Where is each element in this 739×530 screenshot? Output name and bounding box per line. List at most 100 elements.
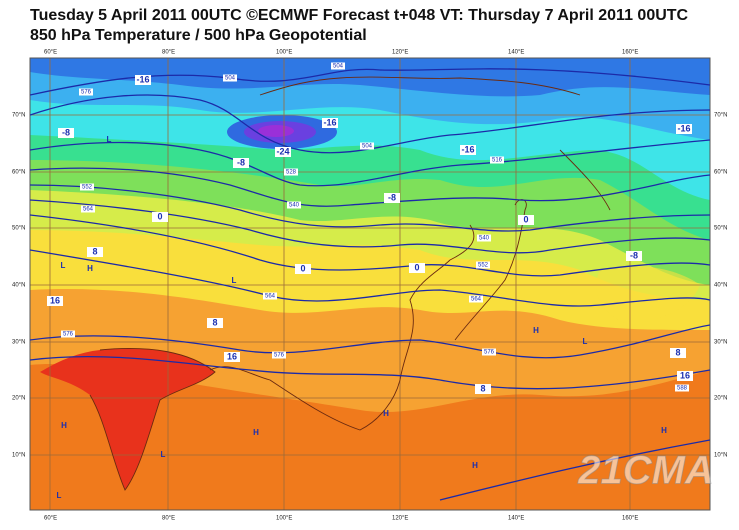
geopotential-label-box [272,351,286,359]
title-line-1: Tuesday 5 April 2011 00UTC ©ECMWF Foreca… [30,7,689,24]
temperature-label-box [518,215,534,225]
geopotential-label: 516 [492,158,503,164]
temperature-label-box [409,263,425,273]
lon-label: 140°E [508,50,524,56]
temperature-label-box [47,296,63,306]
graticule [29,57,711,511]
geopotential-label: 504 [362,144,373,150]
temperature-label: 16 [680,370,690,380]
geopotential-label-box [287,201,301,209]
geopotential-label-box [477,234,491,242]
lat-label: 60°N [714,170,727,176]
geopotential-label: 540 [289,203,300,209]
geopotential-label: 588 [677,386,688,392]
temperature-label: 16 [227,351,237,361]
temperature-label: 8 [675,347,680,357]
temperature-label: 8 [212,317,217,327]
temperature-label-box [322,118,338,128]
pressure-centre: L [161,450,166,459]
geopotential-label: 552 [82,185,93,191]
temperature-label: 0 [157,211,162,221]
geopotential-label-box [476,261,490,269]
lat-label: 60°N [12,170,25,176]
geopotential-label: 528 [286,170,297,176]
temperature-label-box [224,352,240,362]
lon-label: 60°E [44,516,57,522]
geopotential-label-box [61,330,75,338]
pressure-centre: L [232,276,237,285]
pressure-centre: L [57,491,62,500]
temperature-label-box [152,212,168,222]
lon-label: 120°E [392,516,408,522]
pressure-centre: L [583,337,588,346]
temperature-label-box [135,75,151,85]
temperature-label: -8 [388,192,396,202]
geopotential-contours [30,68,710,501]
geopotential-label-box [263,292,277,300]
geopotential-label: 564 [471,297,482,303]
temperature-label: -8 [237,157,245,167]
geopotential-label-box [284,168,298,176]
lat-label: 50°N [714,226,727,232]
lat-label: 20°N [714,396,727,402]
pressure-centre: H [253,428,259,437]
geopotential-label-box [79,88,93,96]
lat-label: 70°N [714,113,727,119]
lon-label: 100°E [276,50,292,56]
pressure-centre: H [383,409,389,418]
pressure-centre: L [107,135,112,144]
lat-label: 40°N [12,283,25,289]
geopotential-label: 576 [63,332,74,338]
lon-label: 100°E [276,516,292,522]
temperature-label: -16 [136,74,149,84]
temperature-label: -16 [461,144,474,154]
lat-label: 30°N [12,340,25,346]
geopotential-label: 576 [81,90,92,96]
temperature-label-box [207,318,223,328]
temperature-label: 0 [523,214,528,224]
lat-label: 10°N [714,453,727,459]
lon-label: 160°E [622,516,638,522]
geopotential-label: 504 [333,64,344,70]
temperature-label: -8 [630,250,638,260]
temperature-label: -16 [323,117,336,127]
geopotential-label-box [81,205,95,213]
temperature-label-box [233,158,249,168]
temperature-label-box [295,264,311,274]
temperature-label: -24 [276,146,289,156]
lat-label: 10°N [12,453,25,459]
lat-label: 70°N [12,113,25,119]
temperature-label-box [670,348,686,358]
geopotential-label: 576 [484,350,495,356]
title-line-2: 850 hPa Temperature / 500 hPa Geopotenti… [30,27,367,44]
lon-label: 120°E [392,50,408,56]
temperature-label-box [626,251,642,261]
temperature-label-box [275,147,291,157]
lon-label: 160°E [622,50,638,56]
temperature-label-box [475,384,491,394]
lat-label: 20°N [12,396,25,402]
geopotential-label: 564 [83,207,94,213]
temperature-label: 0 [414,262,419,272]
lon-label: 60°E [44,50,57,56]
map-field [30,58,710,510]
pressure-centre: L [61,261,66,270]
lat-label: 30°N [714,340,727,346]
geopotential-label-box [490,156,504,164]
geopotential-label: 576 [274,353,285,359]
temperature-label-box [87,247,103,257]
geopotential-label-box [482,348,496,356]
geopotential-label-box [223,74,237,82]
geopotential-label: 540 [479,236,490,242]
lat-label: 50°N [12,226,25,232]
pressure-centre: H [61,421,67,430]
geopotential-label-box [469,295,483,303]
temperature-label: 8 [92,246,97,256]
pressure-centre: H [87,264,93,273]
axis-labels: 60°E 80°E 100°E 120°E 140°E 160°E 60°E 8… [12,50,727,522]
temperature-label-box [58,128,74,138]
lon-label: 80°E [162,516,175,522]
geopotential-label: 552 [478,263,489,269]
